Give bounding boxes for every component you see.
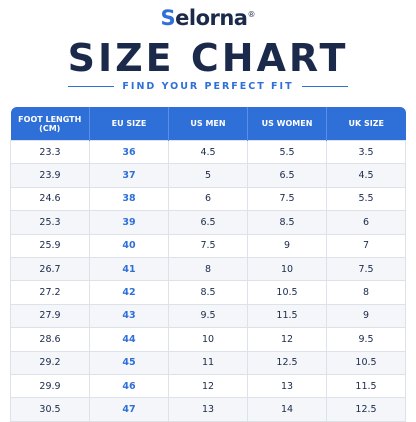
table-cell: 27.9 (10, 303, 90, 329)
title: SIZE CHART (67, 36, 349, 80)
table-cell: 9.5 (168, 303, 248, 329)
table-cell: 7 (326, 233, 406, 258)
table-cell: 36 (89, 139, 169, 165)
table-cell: 40 (89, 233, 169, 258)
table-cell: 13 (247, 373, 327, 399)
table-cell: 23.9 (10, 163, 90, 188)
table-cell: 43 (89, 303, 169, 329)
table-cell: 38 (89, 186, 169, 212)
header-cell: EU SIZE (89, 107, 169, 141)
table-cell: 8 (168, 256, 248, 282)
table-cell: 39 (89, 210, 169, 235)
table-cell: 10.5 (247, 280, 327, 305)
table-cell: 12.5 (326, 397, 406, 422)
header-cell: UK SIZE (326, 107, 406, 141)
table-row: 28.6 44 10 12 9.5 (10, 327, 406, 352)
table-cell: 7.5 (168, 233, 248, 258)
table-cell: 27.2 (10, 280, 90, 305)
table-cell: 6 (168, 186, 248, 212)
registered-mark: ® (247, 10, 256, 19)
table-cell: 9 (247, 233, 327, 258)
table-cell: 29.9 (10, 373, 90, 399)
table-row: 30.5 47 13 14 12.5 (10, 397, 406, 422)
table-row: 25.3 39 6.5 8.5 6 (10, 210, 406, 235)
table-cell: 23.3 (10, 139, 90, 165)
header-cell: FOOT LENGTH (CM) (10, 107, 90, 141)
brand-name: Selorna (160, 6, 248, 30)
table-cell: 3.5 (326, 139, 406, 165)
table-row: 27.2 42 8.5 10.5 8 (10, 280, 406, 305)
rule (301, 86, 348, 87)
table-cell: 13 (168, 397, 248, 422)
table-cell: 5.5 (247, 139, 327, 165)
table-cell: 44 (89, 327, 169, 352)
table-cell: 30.5 (10, 397, 90, 422)
table-row: 26.7 41 8 10 7.5 (10, 256, 406, 282)
table-cell: 11 (168, 350, 248, 375)
table-row: 24.6 38 6 7.5 5.5 (10, 186, 406, 212)
table-cell: 24.6 (10, 186, 90, 212)
table-cell: 10 (247, 256, 327, 282)
table-cell: 5.5 (326, 186, 406, 212)
table-cell: 7.5 (326, 256, 406, 282)
logo: Selorna® (0, 6, 416, 30)
rule (68, 86, 115, 87)
table-row: 23.9 37 5 6.5 4.5 (10, 163, 406, 188)
table-cell: 46 (89, 373, 169, 399)
table-row: 27.9 43 9.5 11.5 9 (10, 303, 406, 329)
table-cell: 45 (89, 350, 169, 375)
table-row: 29.2 45 11 12.5 10.5 (10, 350, 406, 375)
table-cell: 6 (326, 210, 406, 235)
table-cell: 28.6 (10, 327, 90, 352)
table-cell: 26.7 (10, 256, 90, 282)
table-row: 29.9 46 12 13 11.5 (10, 373, 406, 399)
subtitle: FIND YOUR PERFECT FIT (122, 81, 294, 92)
table-body: 23.3 36 4.5 5.5 3.5 23.9 37 5 6.5 4.5 24.6 38 6 7.5 5.… (10, 139, 406, 422)
table-cell: 14 (247, 397, 327, 422)
table-cell: 9 (326, 303, 406, 329)
subtitle-row: FIND YOUR PERFECT FIT (0, 81, 416, 92)
table-cell: 37 (89, 163, 169, 188)
table-cell: 4.5 (326, 163, 406, 188)
table-cell: 41 (89, 256, 169, 282)
table-cell: 12.5 (247, 350, 327, 375)
table-row: 23.3 36 4.5 5.5 3.5 (10, 139, 406, 165)
header-cell: US MEN (168, 107, 248, 141)
table-cell: 8 (326, 280, 406, 305)
header-cell: US WOMEN (247, 107, 327, 141)
size-table: FOOT LENGTH (CM) EU SIZE US MEN US WOMEN UK … (10, 107, 406, 422)
table-cell: 42 (89, 280, 169, 305)
table-cell: 6.5 (247, 163, 327, 188)
header-row: FOOT LENGTH (CM) EU SIZE US MEN US WOMEN UK … (10, 107, 406, 141)
table-cell: 47 (89, 397, 169, 422)
table-cell: 7.5 (247, 186, 327, 212)
table-cell: 6.5 (168, 210, 248, 235)
table-cell: 25.9 (10, 233, 90, 258)
table-cell: 8.5 (247, 210, 327, 235)
table-cell: 5 (168, 163, 248, 188)
table-cell: 11.5 (326, 373, 406, 399)
table-cell: 9.5 (326, 327, 406, 352)
table-cell: 12 (168, 373, 248, 399)
table-cell: 12 (247, 327, 327, 352)
table-cell: 8.5 (168, 280, 248, 305)
table-cell: 4.5 (168, 139, 248, 165)
table-row: 25.9 40 7.5 9 7 (10, 233, 406, 258)
table-cell: 10 (168, 327, 248, 352)
table-cell: 11.5 (247, 303, 327, 329)
table-cell: 25.3 (10, 210, 90, 235)
table-cell: 29.2 (10, 350, 90, 375)
table-cell: 10.5 (326, 350, 406, 375)
